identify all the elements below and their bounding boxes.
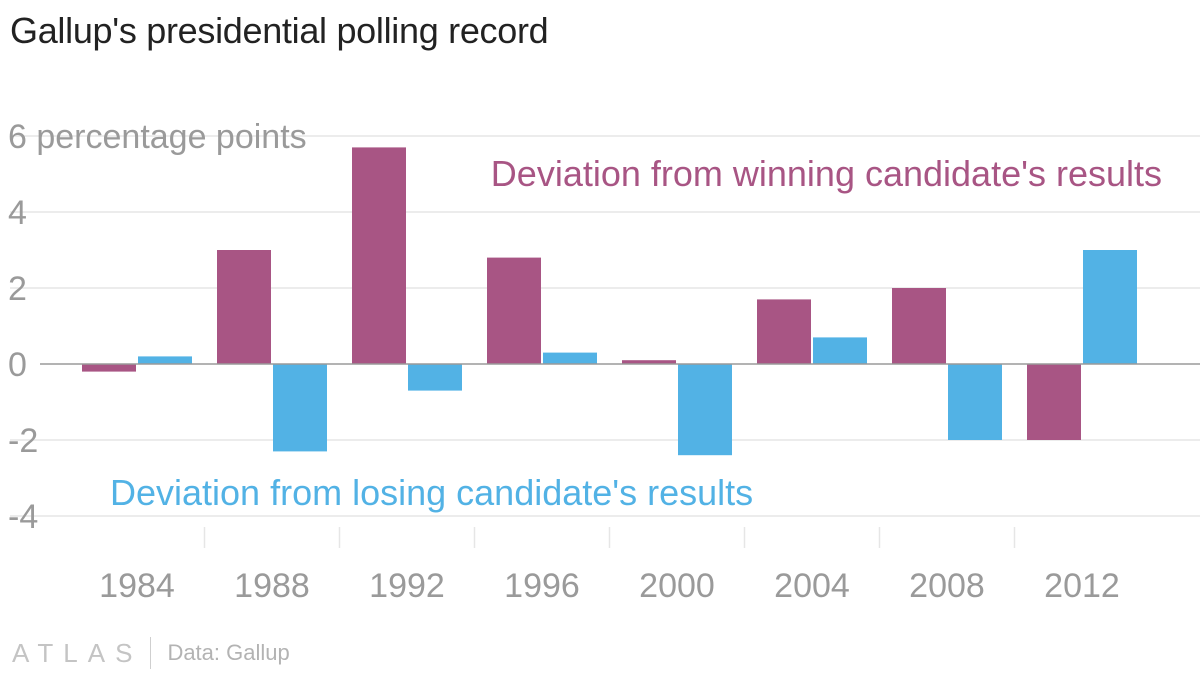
annotation-winning: Deviation from winning candidate's resul…	[491, 153, 1162, 194]
y-tick-label--2: -2	[8, 422, 38, 460]
bar-losing-1996	[543, 352, 597, 364]
bar-losing-2004	[813, 337, 867, 364]
bar-winning-2012	[1027, 364, 1081, 440]
x-axis-ticks	[203, 527, 1016, 548]
x-tick-label-2012: 2012	[1044, 567, 1120, 605]
x-tick-label-1984: 1984	[99, 567, 175, 605]
x-tick-label-2000: 2000	[639, 567, 715, 605]
y-tick-label-6: 6 percentage points	[8, 118, 307, 156]
annotation-losing: Deviation from losing candidate's result…	[110, 472, 753, 513]
bar-losing-2012	[1083, 250, 1137, 364]
bar-losing-1984	[138, 356, 192, 364]
chart-title: Gallup's presidential polling record	[10, 10, 549, 51]
bar-winning-1988	[217, 250, 271, 364]
bar-winning-1984	[82, 364, 136, 372]
footer: ATLAS Data: Gallup	[12, 636, 290, 670]
bar-losing-1988	[273, 364, 327, 452]
y-tick-label--4: -4	[8, 498, 38, 536]
bar-losing-2008	[948, 364, 1002, 440]
gridlines	[10, 135, 1200, 517]
source-note: Data: Gallup	[167, 640, 290, 665]
y-tick-label-4: 4	[8, 194, 27, 232]
footer-divider	[150, 637, 152, 669]
bar-winning-1992	[352, 147, 406, 364]
x-tick-label-2008: 2008	[909, 567, 985, 605]
bar-winning-1996	[487, 257, 541, 364]
bar-winning-2000	[622, 360, 676, 364]
x-axis-labels: 1984 1988 1992 1996 2000 2004 2008 2012	[99, 567, 1120, 605]
x-tick-label-1996: 1996	[504, 567, 580, 605]
x-tick-label-2004: 2004	[774, 567, 850, 605]
x-tick-label-1988: 1988	[234, 567, 310, 605]
y-tick-label-2: 2	[8, 270, 27, 308]
atlas-logo: ATLAS	[12, 637, 143, 668]
bar-winning-2004	[757, 299, 811, 364]
bar-losing-1992	[408, 364, 462, 391]
y-tick-label-0: 0	[8, 346, 27, 384]
bars	[82, 147, 1137, 456]
y-axis-labels: 6 percentage points 4 2 0 -2 -4	[8, 118, 307, 536]
x-tick-label-1992: 1992	[369, 567, 445, 605]
bar-losing-2000	[678, 364, 732, 456]
bar-winning-2008	[892, 288, 946, 364]
